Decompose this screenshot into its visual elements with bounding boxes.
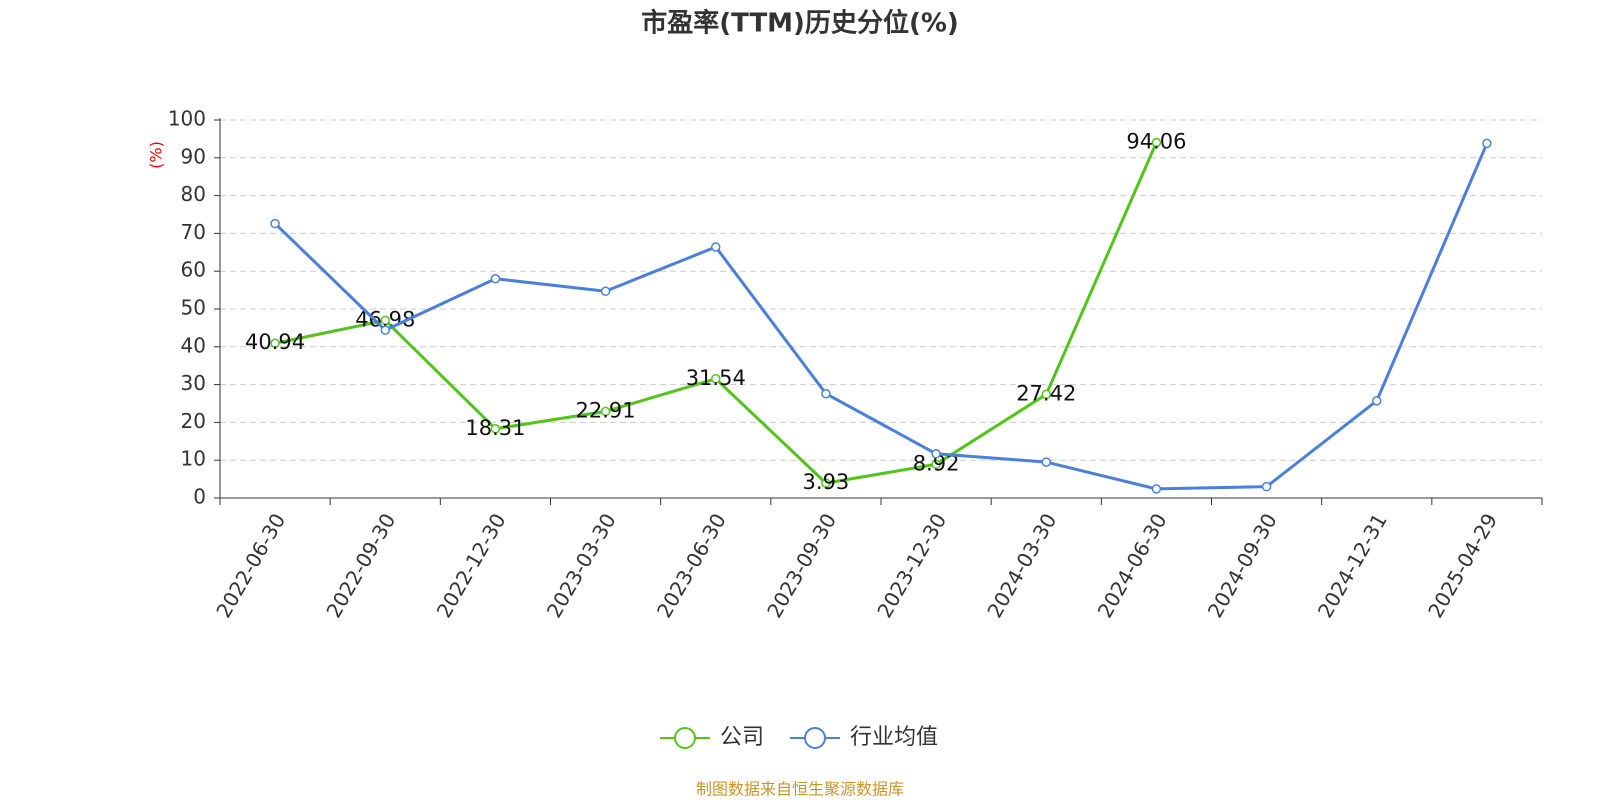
data-point [1151,137,1162,148]
data-point [931,449,941,459]
chart-title: 市盈率(TTM)历史分位(%) [641,8,959,39]
data-point [1372,396,1382,406]
data-label: 94.06 [1126,129,1186,153]
y-axis-label: (%) [147,141,166,169]
x-tick-label: 2022-09-30 [321,509,400,622]
data-point [380,315,390,326]
x-tick-label: 2025-04-29 [1423,509,1502,622]
data-label: 27.42 [1016,381,1076,405]
series-line [274,142,1489,491]
data-point [270,218,280,229]
y-tick-label: 80 [181,182,206,206]
data-point [490,424,501,434]
data-point [1151,484,1162,494]
data-point [931,459,941,470]
y-tick-label: 20 [181,409,206,433]
data-point [711,242,721,252]
data-point [821,478,831,488]
y-tick-label: 30 [181,371,206,395]
y-tick-label: 40 [181,333,206,357]
legend-marker [674,727,696,749]
x-tick-label: 2024-06-30 [1093,509,1172,622]
x-tick-label: 2023-06-30 [652,509,731,622]
y-tick-label: 60 [181,258,206,282]
y-tick-label: 100 [168,107,206,131]
y-tick-label: 10 [181,447,206,471]
legend-marker [804,727,826,749]
data-label: 3.93 [803,470,850,494]
legend-label: 公司 [720,725,764,750]
data-label: 18.31 [465,416,525,440]
y-tick-label: 70 [181,220,206,244]
source-note: 制图数据来自恒生聚源数据库 [696,780,904,799]
data-point [380,325,390,335]
x-tick-label: 2024-09-30 [1203,509,1282,622]
x-tick-label: 2023-03-30 [542,509,621,622]
legend-label: 行业均值 [850,725,938,750]
data-point [490,274,501,284]
data-point [711,374,721,384]
x-tick-label: 2023-09-30 [762,509,841,622]
data-point [1041,389,1051,400]
data-point [1261,481,1272,492]
data-point [1041,457,1051,467]
y-tick-label: 0 [193,485,206,509]
data-label: 40.94 [245,330,305,354]
x-tick-label: 2022-06-30 [211,509,290,622]
data-point [821,388,831,399]
data-point [1482,138,1492,149]
x-tick-label: 2022-12-30 [432,509,511,622]
data-point [600,286,611,296]
data-label: 31.54 [686,366,746,390]
y-tick-label: 90 [181,144,206,168]
data-label: 22.91 [576,398,636,422]
x-tick-label: 2023-12-30 [872,509,951,622]
y-tick-label: 50 [181,296,206,320]
data-point [270,338,280,348]
x-tick-label: 2024-03-30 [982,509,1061,622]
x-tick-label: 2024-12-31 [1313,509,1392,622]
data-point [600,406,611,417]
